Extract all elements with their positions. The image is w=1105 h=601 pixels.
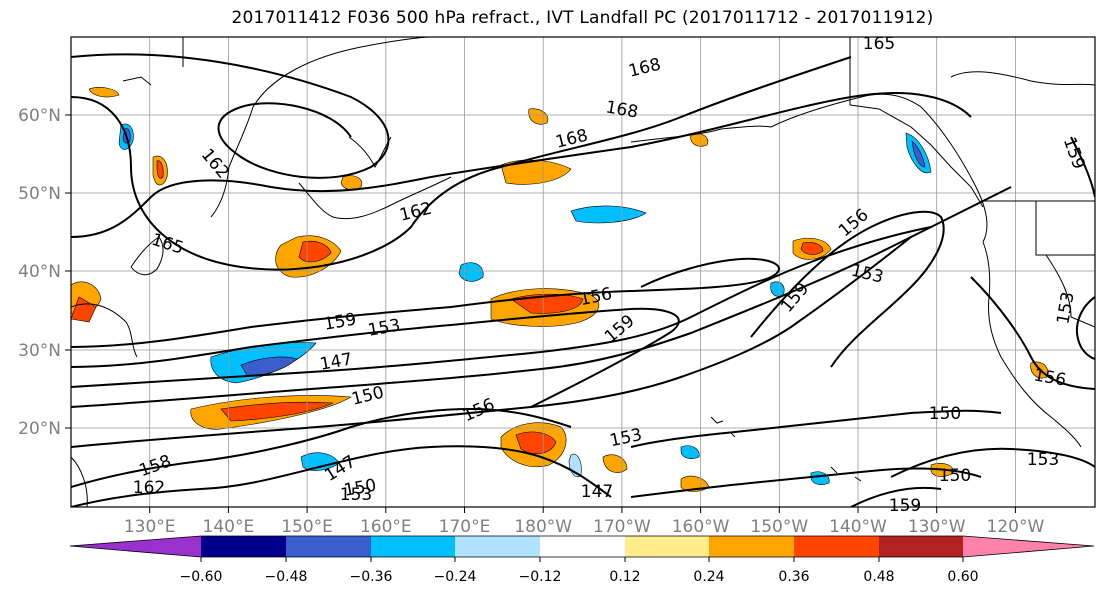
lon-label: 130°W — [908, 517, 966, 537]
lon-label: 150°E — [281, 517, 333, 537]
contour-label: 165 — [863, 34, 895, 54]
lon-label: 170°W — [593, 517, 651, 537]
lat-label: 40°N — [18, 262, 61, 282]
lon-label: 150°W — [750, 517, 808, 537]
lon-label: 130°E — [124, 517, 176, 537]
colorbar-segment — [963, 536, 1094, 557]
colorbar-tick-label: −0.12 — [519, 569, 562, 585]
colorbar-segment — [879, 536, 963, 557]
colorbar-tick-label: 0.12 — [609, 569, 640, 585]
colorbar-segment — [794, 536, 879, 557]
refractivity-shading — [71, 87, 1049, 492]
colorbar-tick-label: −0.60 — [180, 569, 223, 585]
lat-label: 30°N — [18, 341, 61, 361]
coastlines — [71, 37, 1095, 507]
lon-label: 160°E — [360, 517, 412, 537]
lat-label: 50°N — [18, 184, 61, 204]
lon-label: 180°W — [514, 517, 572, 537]
colorbar-segment — [709, 536, 794, 557]
colorbar-tick-label: −0.36 — [350, 569, 393, 585]
refractivity-contours — [71, 53, 1095, 507]
colorbar-segment — [371, 536, 455, 557]
colorbar-tick-label: 0.48 — [863, 569, 894, 585]
lon-label: 120°W — [987, 517, 1045, 537]
colorbar-segment — [70, 536, 201, 557]
contour-labels: 165 168 168 168 162 165 162 156 153 159 … — [133, 34, 1089, 516]
contour-label: 153 — [340, 485, 372, 505]
colorbar-tick-label: −0.24 — [434, 569, 477, 585]
map-frame — [70, 36, 1096, 508]
contour-label: 159 — [889, 496, 921, 516]
colorbar-segment — [540, 536, 625, 557]
lat-label: 20°N — [18, 419, 61, 439]
lon-label: 140°W — [829, 517, 887, 537]
map-title: 2017011412 F036 500 hPa refract., IVT La… — [231, 8, 934, 28]
contour-label: 150 — [929, 404, 961, 424]
lon-label: 170°E — [439, 517, 491, 537]
colorbar-segment — [201, 536, 286, 557]
lon-label: 160°W — [672, 517, 730, 537]
lon-label: 140°E — [203, 517, 255, 537]
colorbar-tick-label: 0.36 — [778, 569, 809, 585]
contour-label: 153 — [1027, 450, 1059, 470]
axis-ticks — [65, 114, 1016, 513]
colorbar-segment — [455, 536, 540, 557]
map-background — [71, 37, 1095, 507]
map-panel: 60°N 50°N 40°N 30°N 20°N 130°E 140°E 150… — [18, 34, 1096, 537]
graticule — [71, 37, 1095, 507]
colorbar-tick-label: −0.48 — [265, 569, 308, 585]
colorbar-segment — [625, 536, 709, 557]
colorbar: −0.60 −0.48 −0.36 −0.24 −0.12 0.12 0.24 … — [69, 535, 1095, 585]
colorbar-tick-label: 0.24 — [693, 569, 724, 585]
contour-label: 150 — [939, 466, 971, 486]
colorbar-tick-label: 0.60 — [947, 569, 978, 585]
contour-label: 162 — [133, 478, 165, 498]
lat-label: 60°N — [18, 106, 61, 126]
contour-label: 147 — [581, 482, 613, 502]
colorbar-segment — [286, 536, 371, 557]
